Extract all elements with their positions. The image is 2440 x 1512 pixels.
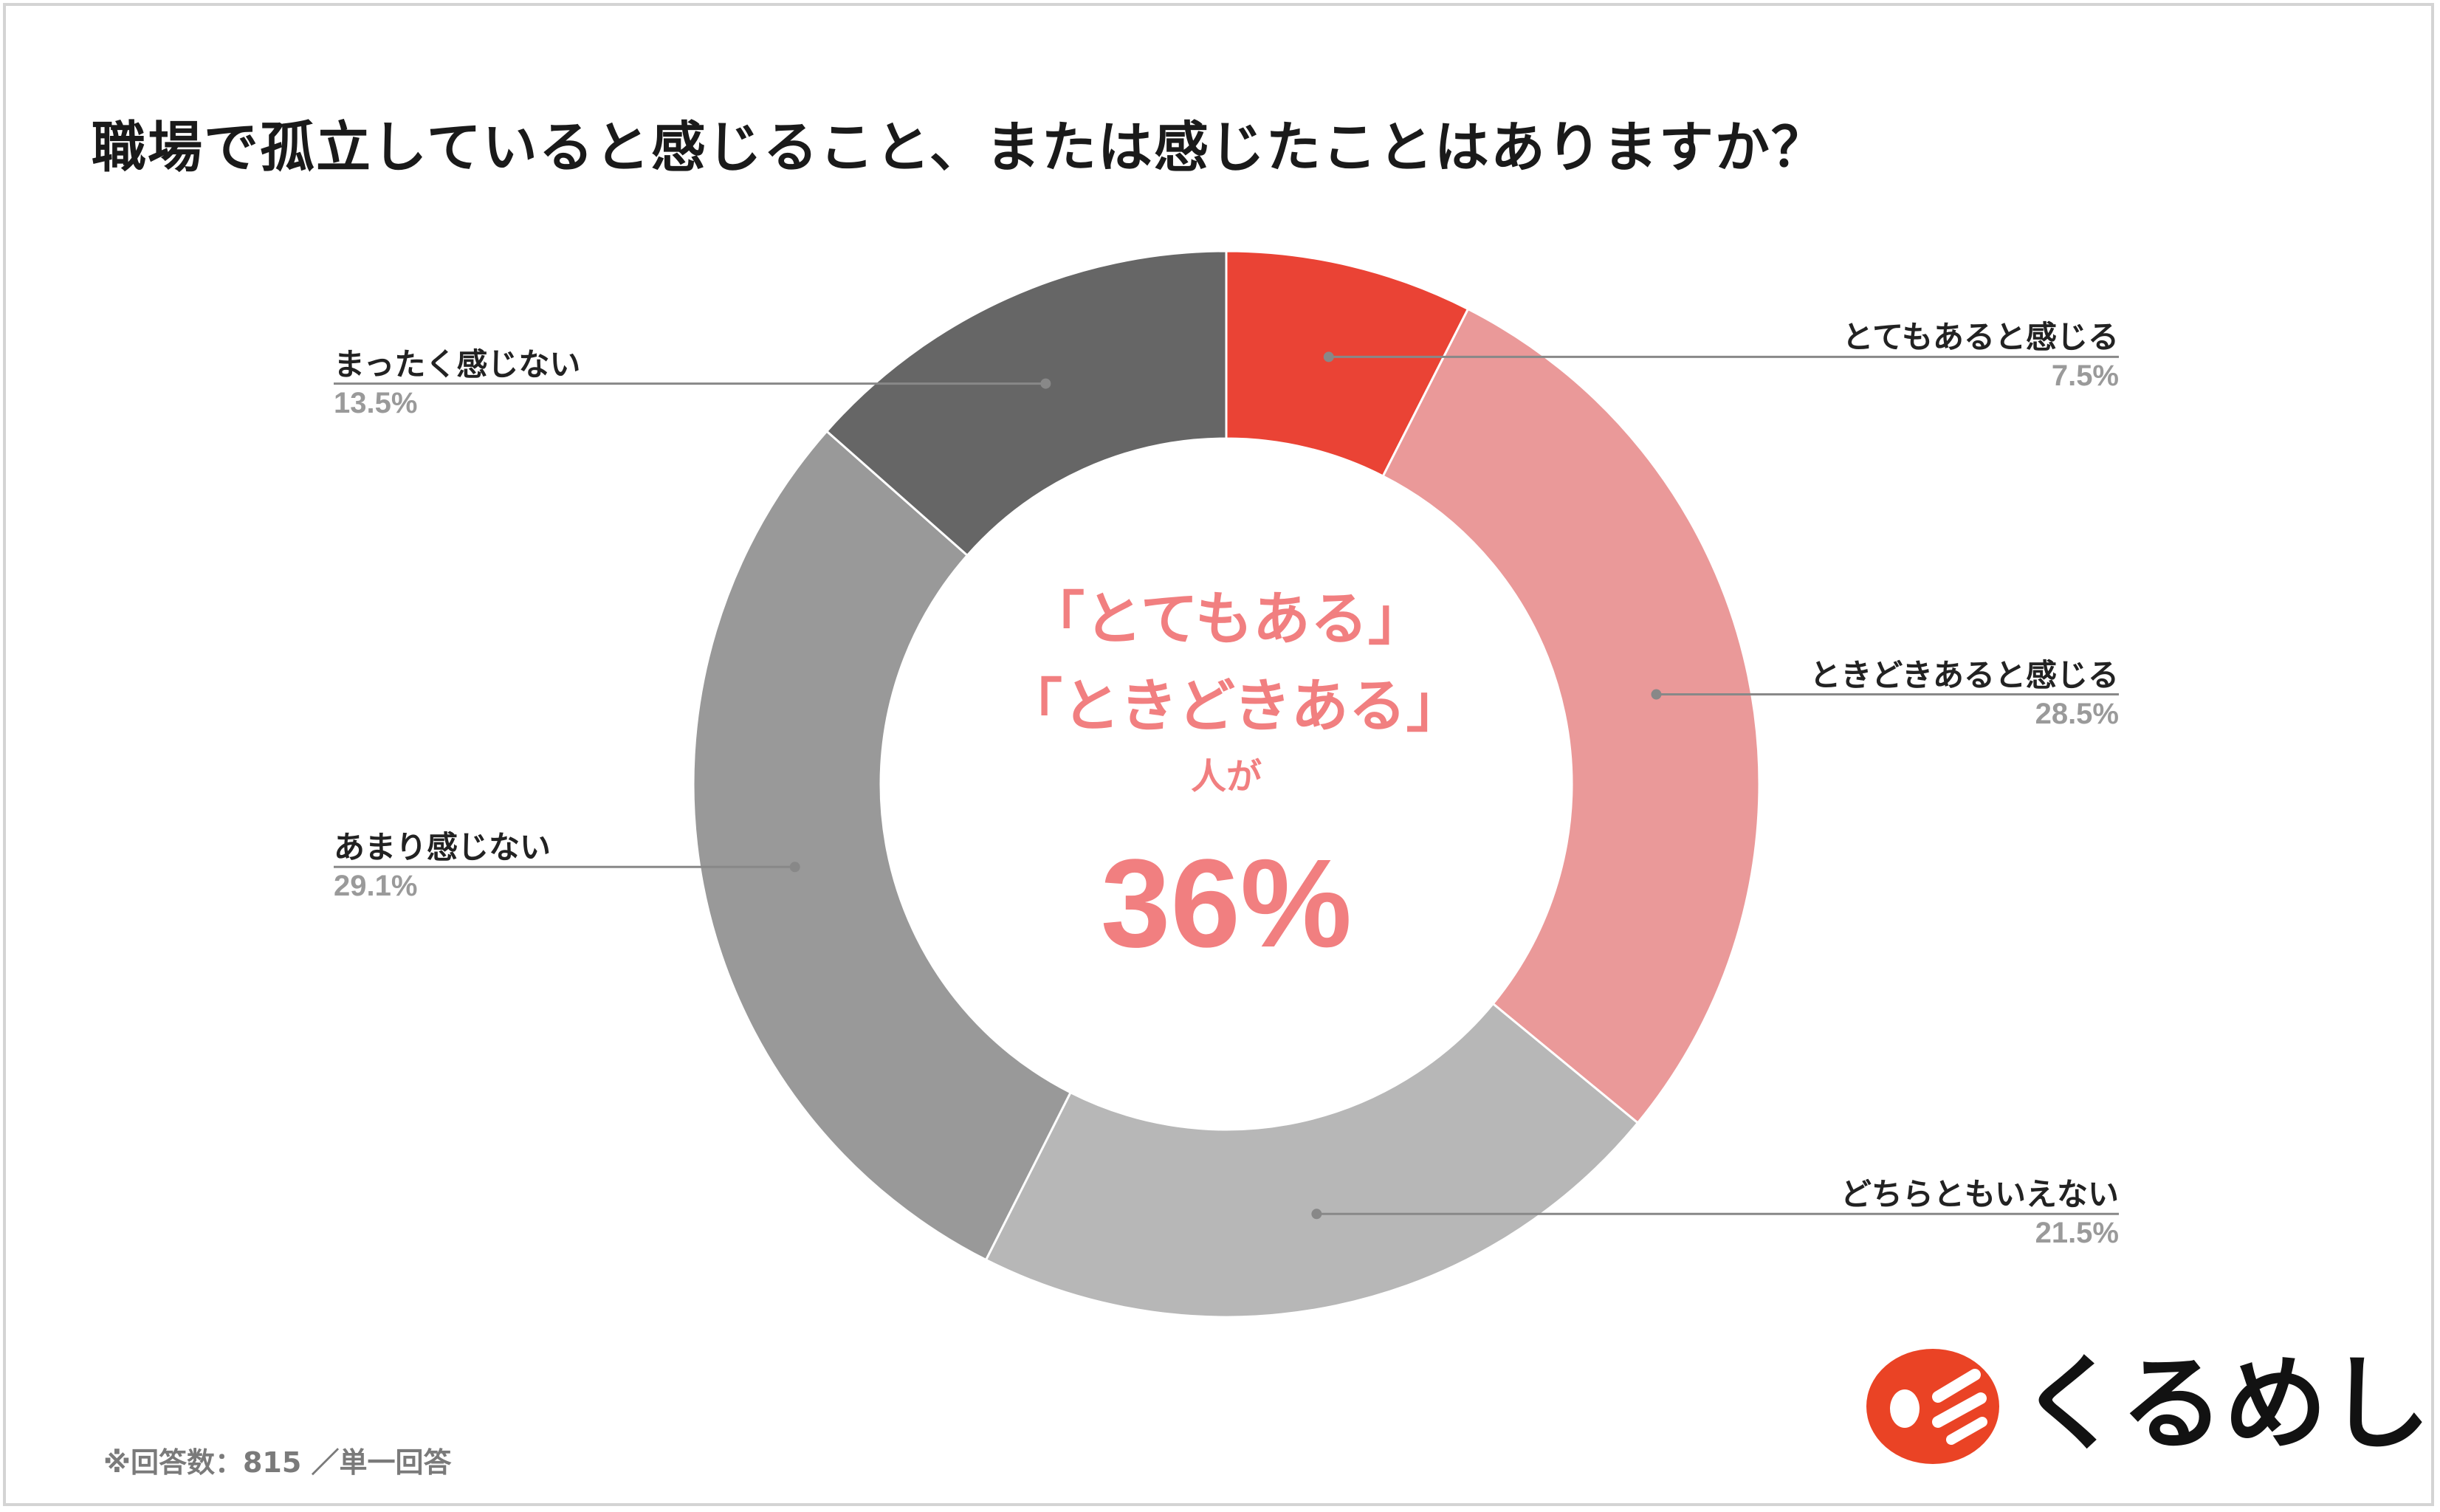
center-line-2: 「ときどきある」 xyxy=(1005,673,1464,740)
center-line-3: 人が xyxy=(1190,756,1262,797)
chart-title: 職場で孤立していると感じること、または感じたことはありますか？ xyxy=(92,116,1827,179)
slice-label-value: 29.1% xyxy=(334,870,418,903)
chart-frame xyxy=(3,3,2434,1506)
slice-label-value: 13.5% xyxy=(334,386,418,419)
slice-label-5: まったく感じない 13.5% xyxy=(334,346,580,422)
slice-label-value: 28.5% xyxy=(2035,697,2119,730)
slice-label-value: 7.5% xyxy=(2051,360,2119,393)
slice-label-name: とてもあると感じる xyxy=(1842,320,2119,355)
slice-4 xyxy=(692,429,1073,1262)
slice-label-name: ときどきあると感じる xyxy=(1810,657,2119,693)
slice-label-1: とてもあると感じる 7.5% xyxy=(1842,318,2119,395)
center-line-1: 「とてもある」 xyxy=(1027,586,1426,653)
slice-label-4: あまり感じない 29.1% xyxy=(334,828,551,905)
slice-label-name: どちらともいえない xyxy=(1840,1177,2119,1212)
slice-2 xyxy=(1381,307,1761,1125)
footnote: ※回答数：815 ／単一回答 xyxy=(103,1446,452,1479)
slice-label-2: ときどきあると感じる 28.5% xyxy=(1810,656,2119,733)
slice-label-3: どちらともいえない 21.5% xyxy=(1841,1175,2119,1252)
slice-5 xyxy=(825,250,1228,557)
kurumeshi-logo-icon xyxy=(1866,1349,1999,1464)
logo-text: くるめし xyxy=(2019,1344,2431,1465)
slice-label-name: まったく感じない xyxy=(334,346,581,382)
slice-label-name: あまり感じない xyxy=(334,830,551,865)
slice-3 xyxy=(984,1002,1640,1319)
center-summary: 「とてもある」 「ときどきある」 人が 36% xyxy=(1005,576,1464,977)
center-value: 36% xyxy=(1100,834,1353,974)
slice-label-value: 21.5% xyxy=(2035,1217,2119,1250)
